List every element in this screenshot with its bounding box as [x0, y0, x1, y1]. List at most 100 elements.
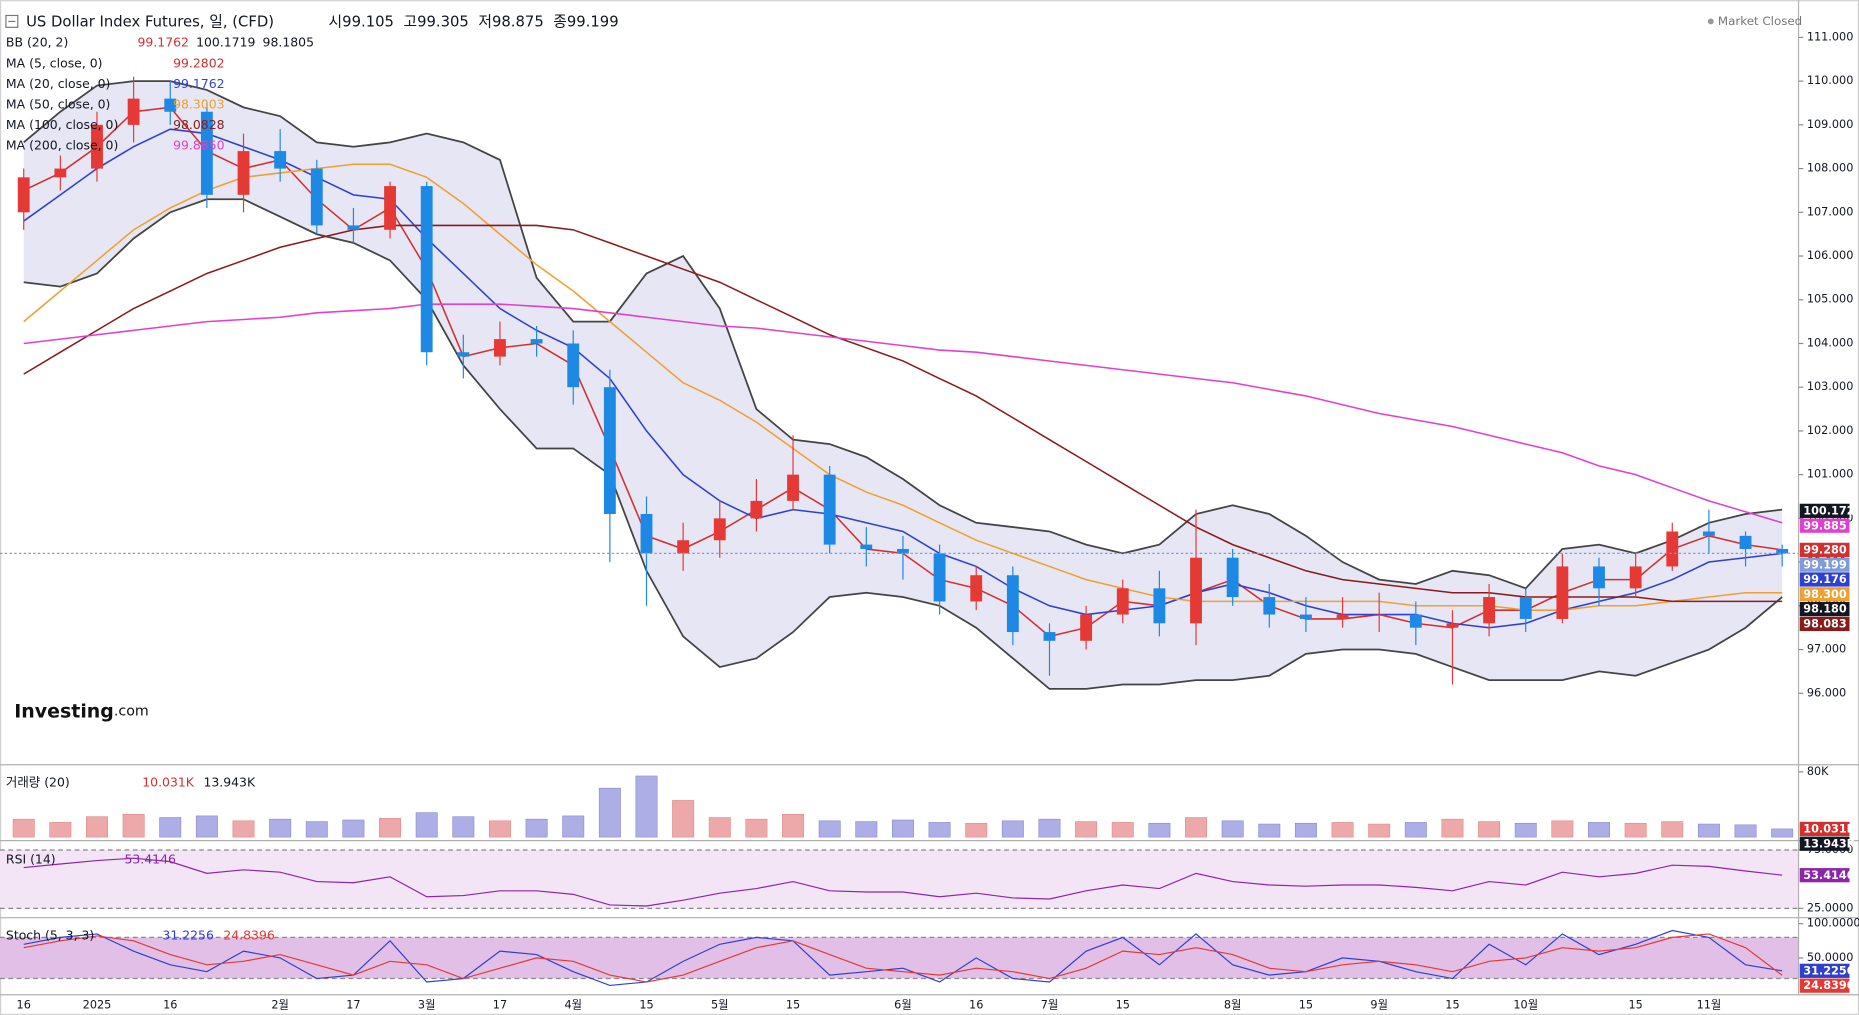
legend-value: 100.1719: [196, 34, 255, 49]
candle-body: [1666, 531, 1679, 567]
volume-bar: [1478, 821, 1501, 838]
x-tick-label: 15: [1299, 998, 1313, 1011]
legend-value: 24.8396: [223, 927, 275, 942]
volume-bar: [1697, 823, 1720, 838]
price-badge-label: 98.300: [1803, 588, 1847, 601]
badges: 100.172 99.885 99.280 99.199 99.176 98.300 98.…: [1799, 503, 1857, 993]
y-tick-label: 97.000: [1807, 643, 1846, 656]
price-badge-label: 24.8396: [1803, 979, 1854, 992]
volume-bar: [1038, 818, 1061, 838]
legend-value: 98.3003: [173, 96, 224, 111]
volume-bar: [1551, 820, 1574, 838]
candle-body: [750, 500, 763, 519]
legend-value: 98.0828: [173, 116, 225, 131]
y-tick-label: 104.000: [1807, 336, 1854, 349]
candle-body: [237, 151, 250, 195]
volume-bar: [928, 822, 951, 838]
x-tick-label: 15: [1628, 998, 1642, 1011]
y-tick-label: 101.000: [1807, 468, 1854, 481]
ohlc-label: 저: [478, 14, 492, 31]
candle-body: [823, 474, 836, 545]
price-badge: [1799, 557, 1850, 572]
plot-area: [0, 76, 1799, 987]
candle-body: [640, 513, 653, 554]
volume-bar: [1404, 822, 1427, 838]
legend-value: 13.943K: [203, 774, 256, 789]
x-tick-label: 15: [639, 998, 653, 1011]
price-badge: [1799, 978, 1850, 993]
candle-body: [860, 544, 873, 549]
volume-bar: [415, 812, 438, 838]
stoch-band: [0, 937, 1799, 979]
x-tick-label: 10월: [1513, 998, 1538, 1011]
price-badge-label: 98.180: [1803, 603, 1847, 616]
legend-name: 거래량 (20): [6, 774, 70, 789]
price-badge: [1799, 821, 1850, 837]
price-badge: [1799, 602, 1850, 617]
candle-body: [1116, 588, 1129, 615]
candle-body: [677, 540, 690, 554]
candle-body: [1629, 566, 1642, 589]
price-badge: [1799, 503, 1850, 518]
candle-body: [1299, 614, 1312, 619]
price-badge-label: 99.280: [1803, 543, 1847, 556]
legend-row: MA (20, close, 0) 99.1762: [6, 75, 225, 90]
volume-bar: [1661, 821, 1684, 838]
candle-body: [457, 352, 470, 357]
x-tick-label: 15: [786, 998, 800, 1011]
x-tick-label: 7월: [1041, 998, 1059, 1011]
ohlc-label: 고: [403, 14, 417, 31]
collapse-icon[interactable]: [5, 14, 19, 28]
y-tick-label: 102.000: [1807, 424, 1854, 437]
y-tick-label: 100.0000: [1807, 917, 1859, 930]
logo-word: Investing: [14, 700, 114, 722]
legend-value: 99.1762: [173, 75, 224, 90]
legend-name: MA (100, close, 0): [6, 116, 118, 131]
candle-body: [1263, 597, 1276, 615]
candle-body: [1776, 548, 1789, 554]
legend-row: MA (5, close, 0) 99.2802: [6, 55, 225, 70]
legend-name: MA (200, close, 0): [6, 137, 118, 152]
candle-body: [91, 124, 103, 169]
candle-body: [1043, 632, 1056, 641]
x-tick-label: 17: [346, 998, 360, 1011]
candle-body: [713, 518, 726, 541]
candle-body: [1336, 614, 1349, 619]
x-tick-label: 8월: [1224, 998, 1242, 1011]
logo: Investing.com: [14, 700, 149, 722]
x-tick-label: 15: [1445, 998, 1459, 1011]
candle-body: [200, 111, 213, 195]
ohlc-label: 종: [553, 14, 567, 31]
volume-bar: [305, 821, 328, 838]
panel-legend: Stoch (5, 3, 3) 31.2256 24.8396: [6, 927, 275, 942]
price-badge: [1799, 542, 1850, 557]
candle-body: [1593, 566, 1605, 589]
volume-bar: [965, 822, 988, 838]
candle-body: [897, 548, 909, 554]
bb-upper: [23, 80, 1783, 590]
price-badge-label: 99.199: [1803, 558, 1847, 571]
volume-bar: [1588, 822, 1610, 838]
volume-bar: [672, 800, 695, 838]
price-badge-label: 31.2256: [1803, 964, 1854, 977]
y-tick-label: 103.000: [1807, 380, 1854, 393]
price-badge-label: 99.176: [1803, 573, 1847, 586]
status-dot: [1707, 18, 1714, 25]
ohlc-value: 99.199: [567, 14, 619, 31]
legend-value: 53.4146: [124, 851, 176, 866]
volume-bar: [1331, 822, 1354, 838]
volume-bar: [269, 818, 292, 838]
price-badge-label: 100.172: [1803, 504, 1854, 517]
candle-body: [1702, 531, 1715, 536]
volume-bar: [525, 818, 548, 838]
y-tick-label: 80K: [1807, 765, 1829, 778]
candle-body: [54, 168, 67, 178]
volume-bar: [1514, 822, 1537, 838]
candle-body: [17, 177, 30, 213]
price-badge: [1799, 616, 1850, 632]
candle-body: [1519, 597, 1532, 619]
volume-bar: [891, 819, 914, 838]
x-tick-label: 5월: [711, 998, 729, 1011]
